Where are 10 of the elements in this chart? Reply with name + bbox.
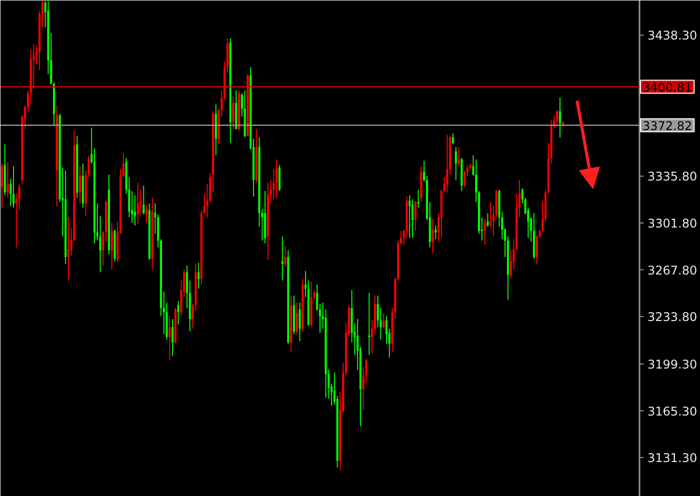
y-tick-label: 3165.30 [648,404,698,418]
y-tick-label: 3335.80 [648,170,698,184]
y-tick-label: 3233.80 [648,310,698,324]
ref-line-label: 3372.82 [642,118,692,133]
y-tick-label: 3267.80 [648,263,698,278]
ref-line-label: 3400.81 [642,80,692,94]
y-tick-label: 3438.30 [648,28,698,43]
y-tick-label: 3131.30 [648,451,698,466]
y-tick-label: 3199.30 [648,358,698,372]
y-tick-label: 3301.80 [648,216,698,230]
